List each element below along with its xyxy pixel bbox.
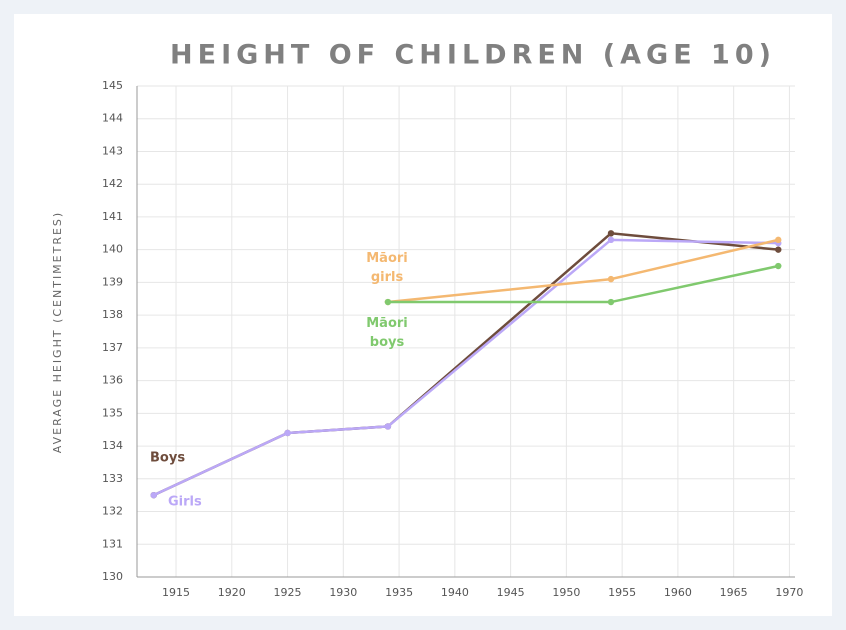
x-tick-label: 1960 (664, 586, 692, 599)
x-tick-label: 1945 (497, 586, 525, 599)
y-tick-label: 134 (102, 439, 123, 452)
point (384, 423, 392, 430)
y-tick-label: 139 (102, 275, 123, 288)
series-label: Māori boys (366, 316, 408, 350)
y-tick-label: 131 (102, 537, 123, 550)
y-tick-label: 140 (102, 243, 123, 256)
series-label: Māori girls (366, 251, 408, 285)
y-axis-label: AVERAGE HEIGHT (CENTIMETRES) (51, 211, 64, 453)
y-tick-label: 144 (102, 112, 123, 125)
x-tick-label: 1930 (329, 586, 357, 599)
x-tick-label: 1955 (608, 586, 636, 599)
y-tick-label: 133 (102, 472, 123, 485)
series-label: Boys (150, 451, 185, 466)
point (150, 491, 157, 499)
point (607, 275, 615, 283)
y-tick-label: 132 (102, 505, 123, 518)
y-tick-label: 136 (102, 374, 123, 387)
point (775, 262, 782, 270)
y-tick-label: 137 (102, 341, 123, 354)
chart-title: HEIGHT OF CHILDREN (AGE 10) (170, 40, 776, 71)
point (775, 246, 782, 253)
x-tick-label: 1965 (720, 586, 748, 599)
x-tick-label: 1950 (552, 586, 580, 599)
point (284, 429, 291, 437)
point (607, 236, 615, 244)
y-tick-label: 130 (102, 570, 123, 583)
y-tick-label: 141 (102, 210, 123, 223)
y-tick-label: 143 (102, 144, 123, 157)
x-tick-label: 1970 (775, 586, 803, 599)
point (775, 236, 782, 244)
y-tick-label: 138 (102, 308, 123, 321)
x-tick-label: 1915 (162, 586, 190, 599)
y-tick-label: 135 (102, 406, 123, 419)
y-tick-label: 142 (102, 177, 123, 190)
y-tick-label: 145 (102, 79, 123, 92)
point (607, 230, 615, 237)
x-tick-label: 1925 (274, 586, 302, 599)
series-label: Girls (168, 495, 202, 510)
x-tick-label: 1935 (385, 586, 413, 599)
point (384, 298, 392, 306)
x-tick-label: 1940 (441, 586, 469, 599)
x-tick-label: 1920 (218, 586, 246, 599)
point (607, 298, 615, 306)
